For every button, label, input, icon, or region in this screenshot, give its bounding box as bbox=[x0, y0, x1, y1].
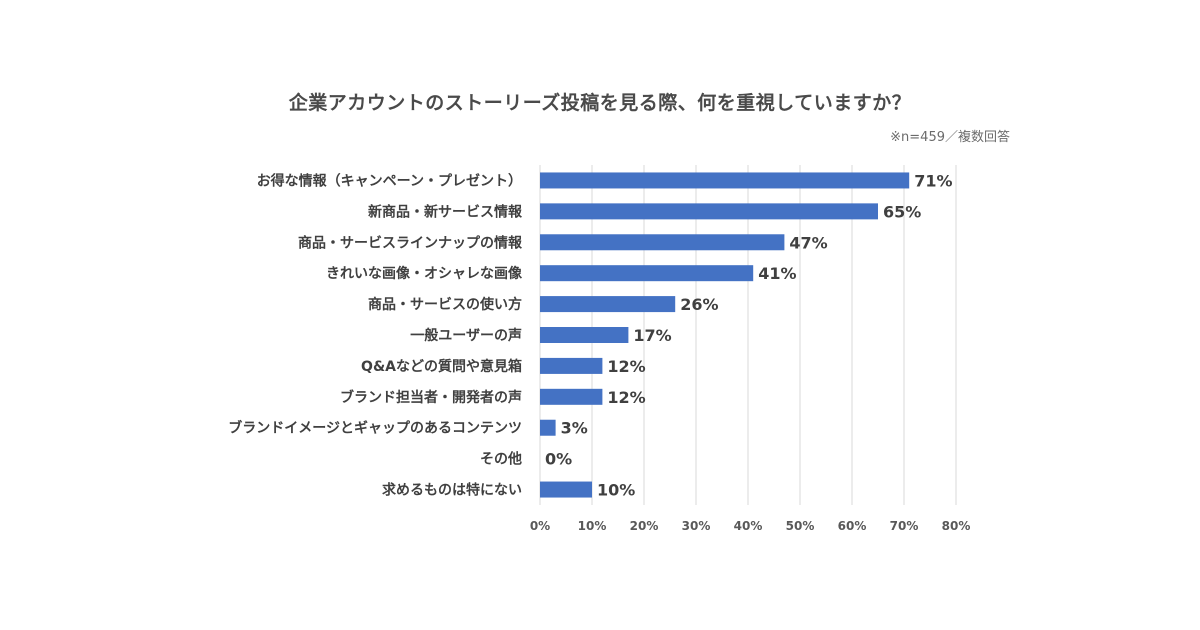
bar bbox=[540, 481, 592, 498]
x-tick-label: 30% bbox=[682, 519, 711, 533]
x-tick-label: 50% bbox=[786, 519, 815, 533]
category-label: 新商品・新サービス情報 bbox=[368, 203, 523, 220]
bar bbox=[540, 419, 556, 436]
x-tick-label: 60% bbox=[838, 519, 867, 533]
category-label: 一般ユーザーの声 bbox=[410, 327, 522, 344]
bar bbox=[540, 203, 878, 220]
x-tick-label: 40% bbox=[734, 519, 763, 533]
category-label: 商品・サービスの使い方 bbox=[368, 296, 522, 313]
category-label: ブランドイメージとギャップのあるコンテンツ bbox=[228, 420, 522, 437]
bar bbox=[540, 265, 754, 282]
chart-note: ※n=459／複数回答 bbox=[890, 130, 1010, 145]
bar bbox=[540, 296, 676, 313]
x-tick-label: 20% bbox=[630, 519, 659, 533]
category-label: お得な情報（キャンペーン・プレゼント） bbox=[257, 172, 522, 189]
category-label: Q&Aなどの質問や意見箱 bbox=[361, 358, 522, 375]
data-label: 10% bbox=[597, 481, 635, 500]
category-label: 求めるものは特にない bbox=[382, 482, 522, 499]
bar bbox=[540, 357, 603, 374]
x-tick-label: 10% bbox=[578, 519, 607, 533]
chart-title: 企業アカウントのストーリーズ投稿を見る際、何を重視していますか？ bbox=[288, 92, 912, 114]
data-label: 3% bbox=[561, 419, 588, 438]
data-label: 65% bbox=[883, 202, 921, 221]
bar bbox=[540, 234, 785, 251]
data-label: 12% bbox=[607, 388, 645, 407]
data-label: 47% bbox=[789, 233, 827, 252]
data-label: 17% bbox=[633, 326, 671, 345]
x-tick-label: 80% bbox=[942, 519, 971, 533]
x-tick-label: 0% bbox=[530, 519, 550, 533]
x-tick-label: 70% bbox=[890, 519, 919, 533]
data-label: 71% bbox=[914, 171, 952, 190]
category-label: きれいな画像・オシャレな画像 bbox=[326, 265, 523, 282]
data-label: 12% bbox=[607, 357, 645, 376]
bar bbox=[540, 327, 629, 343]
category-label: その他 bbox=[480, 451, 522, 468]
data-label: 41% bbox=[758, 264, 796, 283]
data-label: 0% bbox=[545, 450, 572, 469]
category-label: 商品・サービスラインナップの情報 bbox=[298, 234, 523, 251]
category-label: ブランド担当者・開発者の声 bbox=[340, 389, 522, 406]
data-label: 26% bbox=[680, 295, 718, 314]
bar bbox=[540, 388, 603, 405]
bar bbox=[540, 172, 910, 189]
